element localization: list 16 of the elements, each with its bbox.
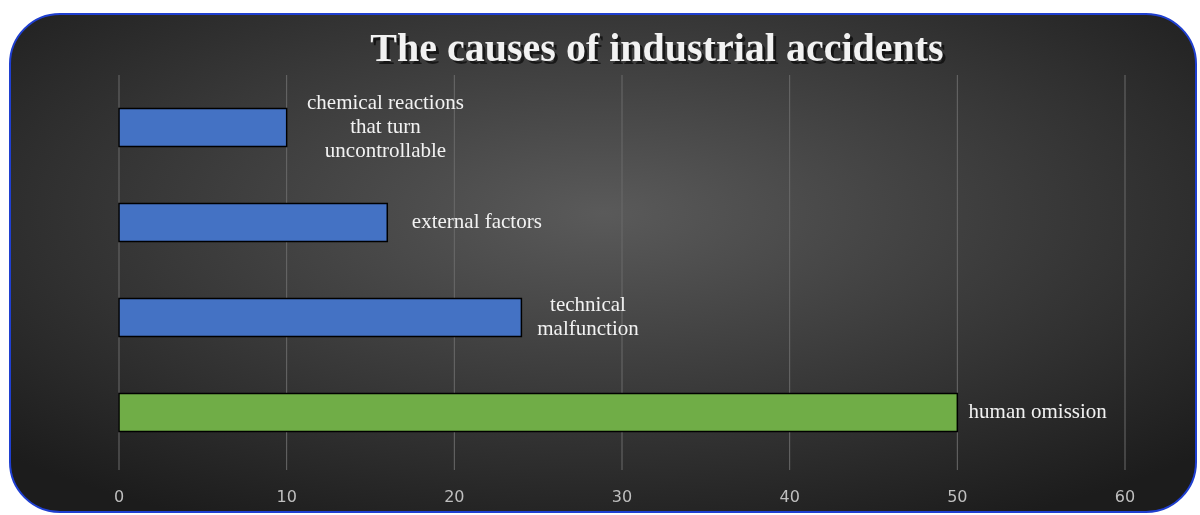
y-tick-label: technical malfunction: [537, 291, 640, 340]
y-tick-label: human omission: [968, 398, 1108, 423]
chart-title: The causes of industrial accidents: [373, 28, 947, 73]
bar: [118, 202, 389, 243]
bar: [118, 297, 523, 338]
x-tick-label: 0: [113, 487, 125, 506]
x-tick-label: 50: [947, 487, 968, 506]
y-tick-label: external factors: [411, 208, 542, 233]
x-tick-label: 30: [611, 487, 633, 506]
x-tick-label: 60: [1114, 487, 1136, 506]
x-tick-label: 40: [779, 487, 800, 506]
bar: [118, 392, 959, 433]
y-tick-label: chemical reactions that turn uncontrollable: [307, 89, 464, 162]
x-tick-label: 20: [444, 487, 465, 506]
x-tick-label: 10: [276, 487, 297, 506]
bar: [118, 107, 288, 148]
